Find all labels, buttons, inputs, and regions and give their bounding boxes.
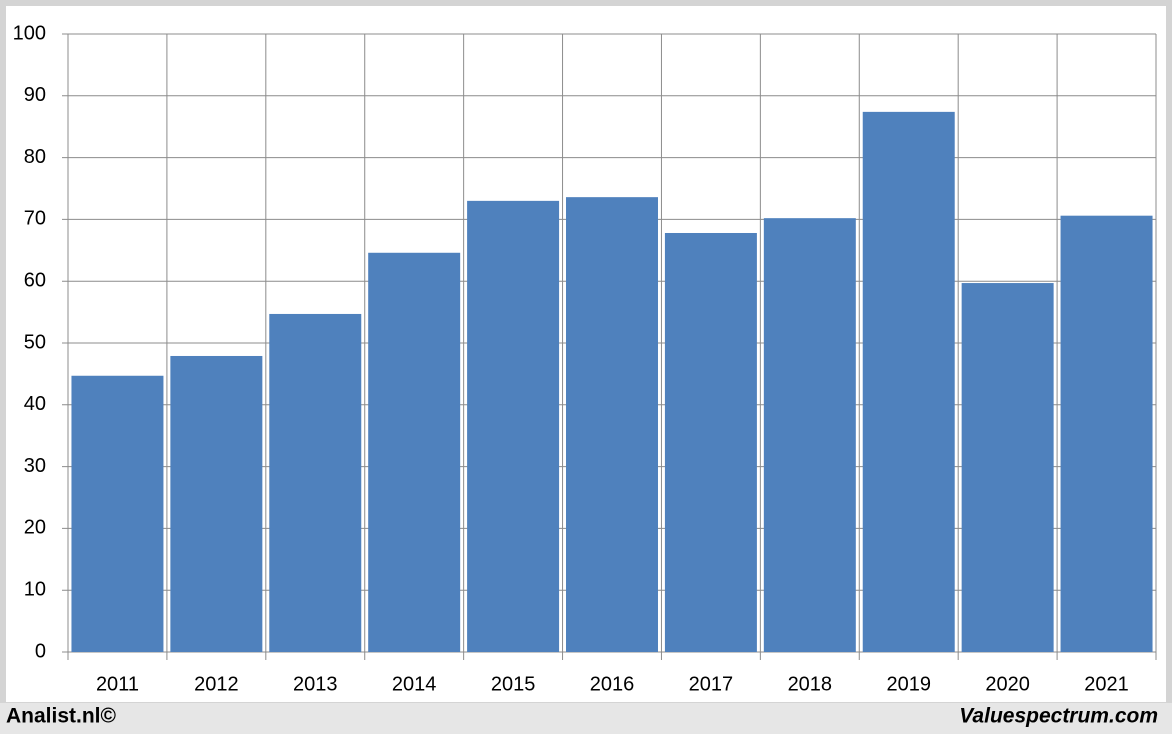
x-tick-label: 2014 [392, 673, 437, 695]
bar [467, 200, 560, 653]
bar [862, 111, 955, 653]
y-tick-label: 10 [24, 578, 46, 600]
bar [566, 197, 658, 653]
x-tick-label: 2016 [590, 673, 635, 695]
y-tick-label: 50 [24, 331, 46, 353]
bar [961, 283, 1054, 652]
x-tick-label: 2012 [194, 673, 239, 695]
y-tick-label: 70 [24, 208, 46, 230]
y-tick-label: 60 [24, 269, 46, 291]
bar [170, 355, 263, 652]
bar [269, 313, 362, 652]
x-tick-label: 2018 [788, 673, 833, 695]
y-tick-label: 80 [24, 146, 46, 168]
footer-band [0, 703, 1172, 734]
bar [71, 375, 164, 652]
y-tick-label: 20 [24, 517, 46, 539]
x-tick-label: 2019 [886, 673, 931, 695]
y-tick-label: 100 [13, 22, 46, 44]
bar [1060, 215, 1153, 652]
footer-left: Analist.nl© [6, 705, 117, 728]
y-tick-label: 0 [35, 640, 46, 662]
x-tick-label: 2013 [293, 673, 338, 695]
bar [664, 232, 757, 652]
x-tick-label: 2015 [491, 673, 536, 695]
y-tick-label: 40 [24, 393, 46, 415]
footer-right: Valuespectrum.com [959, 705, 1158, 728]
y-tick-label: 90 [24, 84, 46, 106]
x-tick-label: 2011 [96, 673, 139, 695]
x-tick-label: 2017 [689, 673, 734, 695]
x-tick-label: 2020 [985, 673, 1030, 695]
bar [763, 218, 856, 652]
bar [368, 252, 461, 652]
x-tick-label: 2021 [1084, 673, 1129, 695]
y-tick-label: 30 [24, 455, 46, 477]
